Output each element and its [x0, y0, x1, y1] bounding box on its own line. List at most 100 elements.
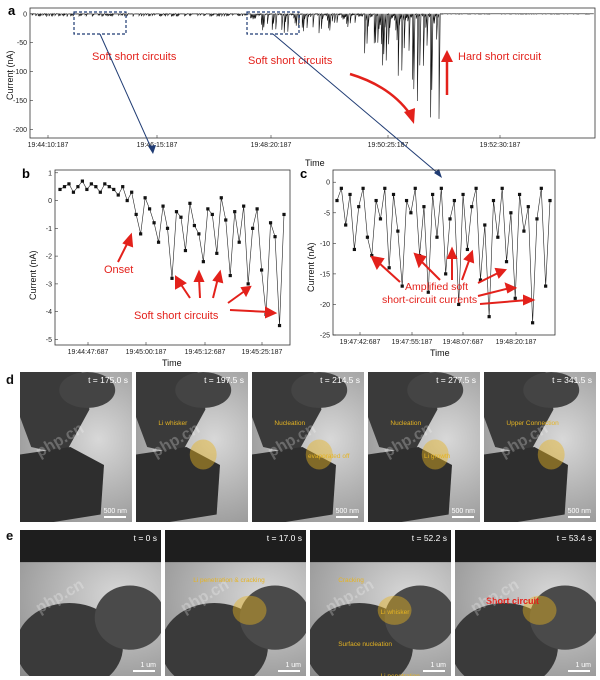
scale-bar-label: 1 um: [430, 662, 446, 669]
data-point: [439, 186, 443, 190]
frame-time-label: t = 214.5 s: [320, 375, 360, 385]
panel-a-red-arrowhead-1: [404, 108, 415, 124]
panel-b-xticks: 19:44:47:687 19:45:00:187 19:45:12:687 19:4…: [68, 342, 283, 356]
data-point: [435, 235, 439, 239]
frame-annotation: Nucleation: [390, 420, 422, 427]
data-point: [130, 190, 134, 194]
frame-annotation: Li penetration & cracking: [193, 576, 265, 584]
frame-annotation: evaporated off: [308, 453, 350, 460]
data-point: [400, 284, 404, 288]
data-point: [452, 198, 456, 203]
x-tick-label: 19:45:12:687: [185, 349, 226, 356]
panel-a-zoom-box-1: [73, 11, 127, 35]
panel-c-annot-line2: short-circuit currents: [382, 294, 477, 306]
x-tick-label: 19:48:20:187: [496, 339, 537, 346]
yellow-highlight: [232, 595, 267, 625]
data-point: [378, 217, 383, 221]
data-point: [500, 186, 504, 190]
panel-label-e: e: [6, 528, 14, 543]
data-point: [391, 192, 396, 197]
panel-a-hard-label: Hard short circuit: [458, 51, 541, 63]
x-tick-label: 19:52:30:187: [480, 142, 521, 149]
scale-bar-label: 500 nm: [103, 508, 127, 515]
scale-bar-label: 1 um: [140, 662, 156, 669]
frame-annotation: Li growth: [424, 453, 451, 460]
frame-annotation: Nucleation: [274, 420, 306, 427]
data-point: [383, 186, 387, 190]
frame-annotation: Li whisker: [158, 420, 188, 427]
particle-dark: [252, 447, 336, 522]
panel-b-frame: [54, 169, 291, 346]
panel-a-soft-label-1: Soft short circuits: [92, 51, 177, 63]
data-point: [387, 266, 391, 270]
particle-dark: [94, 585, 161, 650]
data-point: [161, 204, 165, 208]
data-point: [535, 217, 539, 221]
panel-c-yticks: 0 -5 -10 -15 -20 -25: [320, 180, 336, 340]
panel-a-connector-head-1: [148, 145, 156, 154]
scale-bar: [278, 670, 300, 672]
y-tick-label: -15: [320, 271, 330, 278]
panel-c-frame: [332, 169, 556, 336]
tem-image: [136, 372, 232, 522]
frame-time-label: t = 341.5 s: [552, 375, 592, 385]
x-tick-label: 19:46:15:187: [137, 142, 178, 149]
data-point: [413, 186, 417, 190]
scale-bar: [133, 670, 155, 672]
data-point: [504, 260, 509, 264]
data-point: [526, 205, 530, 209]
tem-image: [20, 530, 161, 676]
panel-b-trace: [58, 179, 286, 328]
data-point: [183, 248, 188, 253]
data-point: [215, 251, 219, 255]
tem-frame: t = 175.0 s 500 nm php.cn: [20, 372, 132, 522]
tem-image: [252, 372, 348, 522]
y-tick-label: -3: [46, 281, 52, 288]
panel-b-onset-label: Onset: [104, 264, 133, 276]
data-point: [233, 210, 237, 214]
data-point: [352, 247, 356, 252]
y-tick-label: 1: [48, 170, 52, 177]
panel-c-xticks: 19:47:42:687 19:47:55:187 19:48:07:687 19:4…: [340, 332, 537, 346]
data-point: [165, 226, 170, 230]
panel-a-xticks: 19:44:10:187 19:46:15:187 19:48:20:187 19:5…: [28, 135, 521, 149]
x-tick-label: 19:48:20:187: [251, 142, 292, 149]
yellow-highlight: [189, 439, 217, 470]
scale-bar: [423, 670, 445, 672]
frame-annotation: Short circuit: [486, 595, 540, 606]
x-tick-label: 19:44:10:187: [28, 142, 69, 149]
data-point: [396, 229, 400, 233]
data-point: [201, 260, 205, 264]
frame-annotation: Upper Connection: [506, 420, 559, 427]
particle-dark: [175, 372, 232, 408]
data-point: [422, 205, 426, 209]
particle-dark: [59, 372, 116, 408]
tem-image: [484, 372, 580, 522]
data-point: [251, 226, 255, 230]
y-tick-label: -5: [46, 337, 52, 344]
panel-b-xlabel: Time: [162, 358, 182, 368]
panel-label-b: b: [22, 166, 30, 181]
data-point: [170, 276, 174, 280]
frame-time-label: t = 52.2 s: [411, 533, 447, 543]
data-point: [188, 201, 192, 205]
series-line: [336, 188, 551, 323]
data-point: [98, 190, 102, 194]
panel-b-yticks: 1 0 -1 -2 -3 -4 -5: [46, 170, 58, 344]
tem-image: [310, 530, 451, 676]
particle-dark: [20, 447, 104, 522]
data-point: [461, 192, 465, 197]
data-point: [255, 207, 259, 211]
y-tick-label: -4: [46, 309, 52, 316]
scale-bar-label: 500 nm: [335, 508, 359, 515]
particle-dark: [484, 447, 568, 522]
y-tick-label: -200: [13, 127, 27, 134]
data-point: [539, 186, 543, 190]
data-point: [85, 187, 89, 192]
data-point: [228, 273, 232, 278]
scale-bar: [336, 516, 358, 518]
data-point: [531, 321, 535, 325]
data-point: [268, 221, 273, 225]
panel-b-ylabel: Current (nA): [28, 250, 38, 300]
data-point: [107, 185, 111, 189]
